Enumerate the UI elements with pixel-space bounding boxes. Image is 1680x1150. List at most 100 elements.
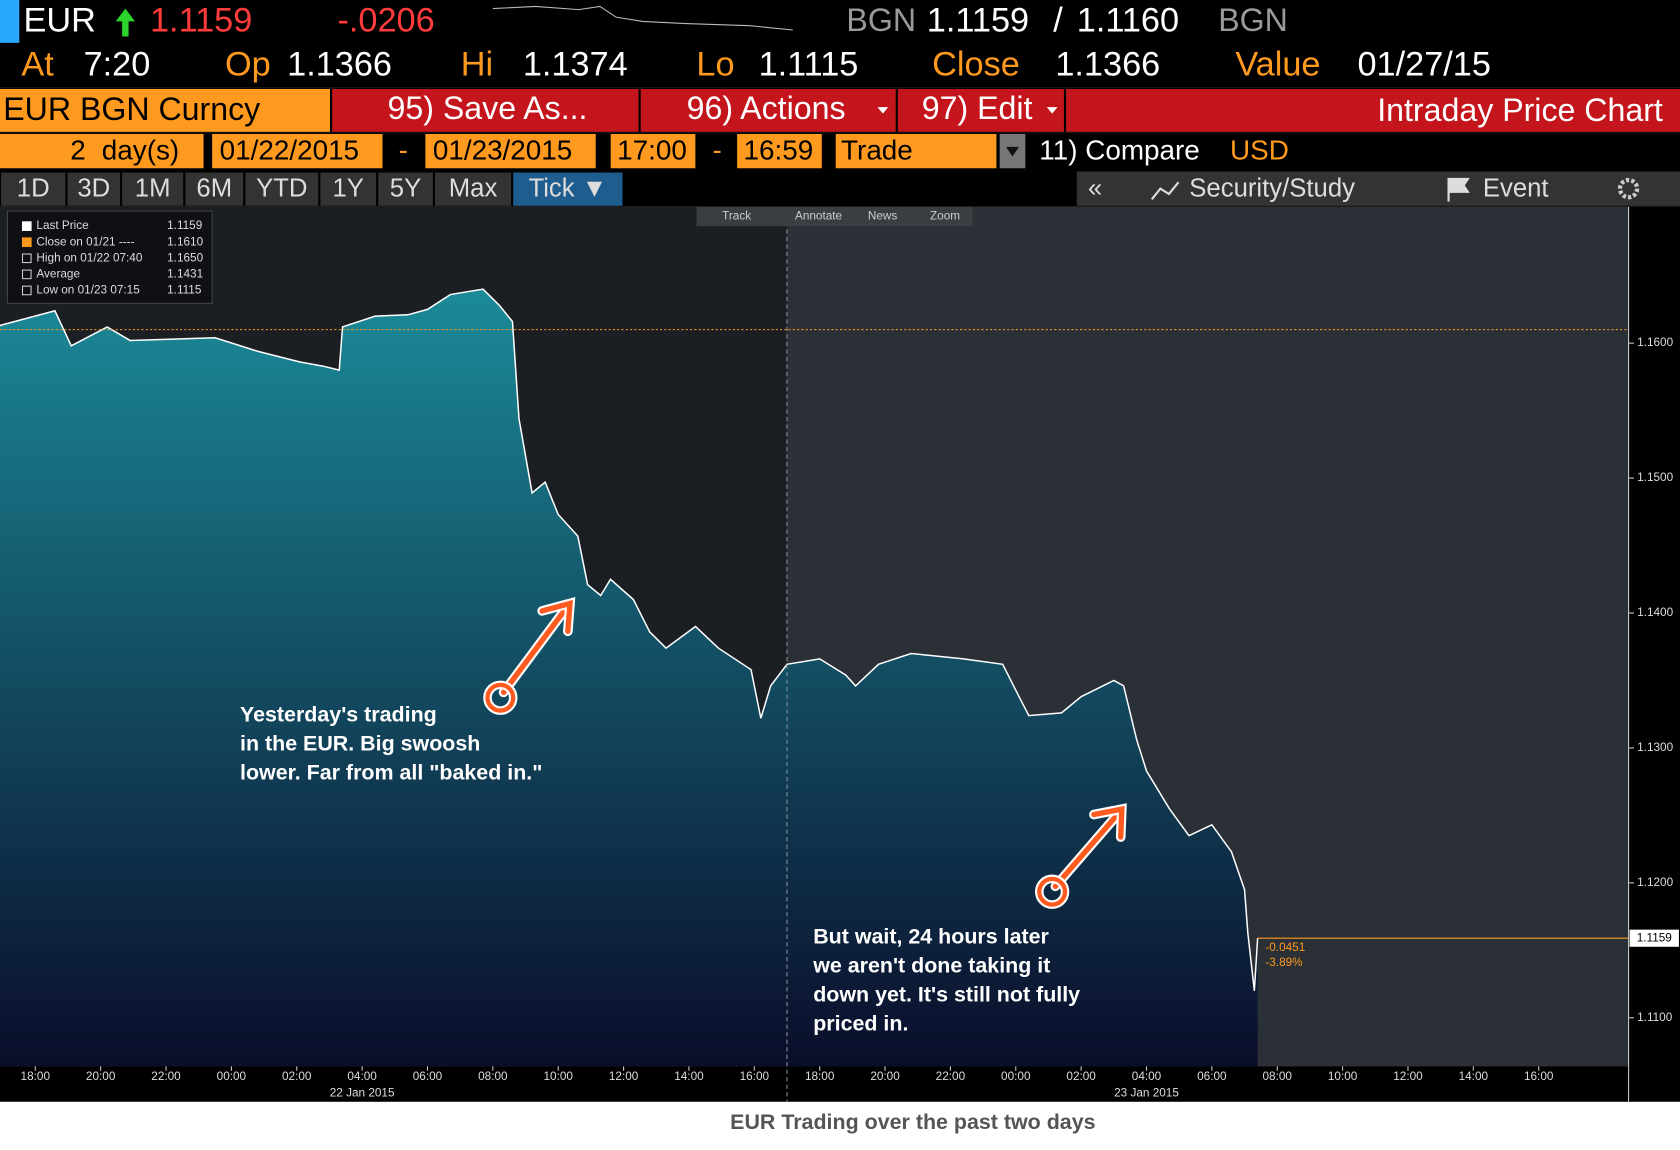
tab-label[interactable]: 1M	[135, 174, 171, 202]
tab[interactable]	[1, 172, 66, 206]
x-date-label: 22 Jan 2015	[330, 1086, 395, 1099]
tab[interactable]	[513, 172, 623, 206]
toolbar-button[interactable]: 96) Actions	[687, 90, 846, 126]
field-value: 1.1374	[523, 46, 628, 84]
header-bg	[0, 0, 1680, 88]
price-area	[0, 289, 1258, 1067]
tab[interactable]	[185, 172, 244, 206]
field-value: 1.1115	[759, 46, 859, 84]
annotation-text: in the EUR. Big swoosh	[240, 732, 480, 756]
x-tick-label: 06:00	[413, 1070, 443, 1083]
tab-label[interactable]: 5Y	[390, 174, 421, 202]
tab-label[interactable]: 1Y	[332, 174, 363, 202]
toolbar-button[interactable]: 95) Save As...	[388, 90, 588, 126]
legend-box	[6, 210, 213, 304]
legend-swatch	[21, 221, 32, 231]
collapse-button[interactable]: «	[1088, 174, 1102, 202]
x-tick-label: 14:00	[674, 1070, 704, 1083]
legend-value: 1.1159	[167, 219, 202, 232]
chart-tool[interactable]: News	[868, 210, 898, 223]
gear-icon[interactable]	[1617, 177, 1640, 200]
chart-tool[interactable]: Track	[722, 210, 751, 223]
separator: /	[1053, 2, 1063, 40]
field[interactable]	[610, 133, 696, 169]
start-date: 01/22/2015	[220, 135, 359, 166]
dropdown-icon	[877, 107, 889, 114]
button-bg[interactable]	[332, 88, 639, 132]
x-tick-label: 14:00	[1459, 1070, 1489, 1083]
x-axis-bg	[0, 1066, 1629, 1102]
chart-tool[interactable]: Zoom	[930, 210, 960, 223]
field[interactable]	[212, 133, 383, 169]
button-bg[interactable]	[897, 88, 1064, 132]
y-tick-label: 1.1200	[1637, 876, 1673, 889]
legend-label: Low on 01/23 07:15	[36, 284, 140, 297]
legend-value: 1.1650	[167, 251, 203, 264]
tab[interactable]	[245, 172, 319, 206]
x-tick-label: 12:00	[1393, 1070, 1423, 1083]
tab[interactable]	[435, 172, 512, 206]
chart-tool[interactable]: Annotate	[795, 210, 843, 223]
price-line	[0, 288, 1259, 991]
compare[interactable]: 11) Compare	[1039, 135, 1200, 166]
annotation-text: But wait, 24 hours later	[813, 924, 1049, 948]
end-time: 16:59	[744, 135, 814, 166]
tab-label[interactable]: Tick ▼	[528, 174, 607, 202]
button-bg[interactable]	[640, 88, 896, 132]
start-time: 17:00	[617, 135, 687, 166]
legend-value: 1.1115	[167, 284, 202, 297]
security-field	[0, 88, 330, 132]
bid-source: BGN	[846, 2, 916, 38]
toolbar-button[interactable]: 97) Edit	[922, 90, 1033, 126]
field[interactable]	[737, 133, 822, 169]
legend-swatch	[21, 285, 32, 296]
last-price-tag	[1629, 929, 1679, 947]
legend-label: Last Price	[36, 219, 89, 232]
currency: USD	[1230, 135, 1289, 166]
x-tick-label: 16:00	[740, 1070, 770, 1083]
y-tick-label: 1.1300	[1637, 741, 1673, 754]
x-tick-label: 08:00	[478, 1070, 508, 1083]
field[interactable]	[835, 133, 997, 169]
last-price-label: 1.1159	[1637, 931, 1672, 944]
caption: EUR Trading over the past two days	[730, 1110, 1095, 1134]
dash: -	[713, 135, 722, 166]
field[interactable]	[0, 133, 204, 169]
event-button[interactable]: Event	[1483, 174, 1549, 202]
field-label: Close	[932, 46, 1020, 84]
tab[interactable]	[320, 172, 377, 206]
title-bar	[1066, 88, 1680, 132]
x-tick-label: 18:00	[805, 1070, 835, 1083]
tab[interactable]	[122, 172, 184, 206]
tab-label[interactable]: 3D	[77, 174, 110, 202]
dropdown-icon	[1006, 146, 1019, 157]
field-label: Op	[225, 46, 271, 84]
tab-label[interactable]: YTD	[256, 174, 307, 202]
annotation-text: priced in.	[813, 1011, 908, 1035]
annotation-text: lower. Far from all "baked in."	[240, 760, 542, 784]
tab-label[interactable]: Max	[449, 174, 498, 202]
field[interactable]	[425, 133, 596, 169]
legend-value: 1.1431	[167, 267, 203, 280]
y-tick-label: 1.1400	[1637, 606, 1673, 619]
tab[interactable]	[378, 172, 433, 206]
x-date-label: 23 Jan 2015	[1114, 1086, 1179, 1099]
x-tick-label: 04:00	[1132, 1070, 1162, 1083]
y-tick-label: 1.1100	[1637, 1011, 1673, 1024]
field-label: Hi	[461, 46, 493, 84]
bid: 1.1159	[927, 2, 1029, 40]
study-button[interactable]: Security/Study	[1189, 174, 1355, 202]
tab-label[interactable]: 1D	[17, 174, 50, 202]
tab[interactable]	[67, 172, 121, 206]
study-icon	[1150, 181, 1180, 201]
days-unit: day(s)	[102, 135, 179, 166]
legend-value: 1.1610	[167, 235, 203, 248]
x-tick-label: 00:00	[217, 1070, 247, 1083]
tab-label[interactable]: 6M	[196, 174, 232, 202]
annotation-text: we aren't done taking it	[812, 953, 1050, 977]
change: -.0206	[338, 2, 435, 40]
annotation-text: down yet. It's still not fully	[813, 982, 1080, 1006]
annotation-text: Yesterday's trading	[240, 703, 437, 727]
x-tick-label: 16:00	[1524, 1070, 1554, 1083]
